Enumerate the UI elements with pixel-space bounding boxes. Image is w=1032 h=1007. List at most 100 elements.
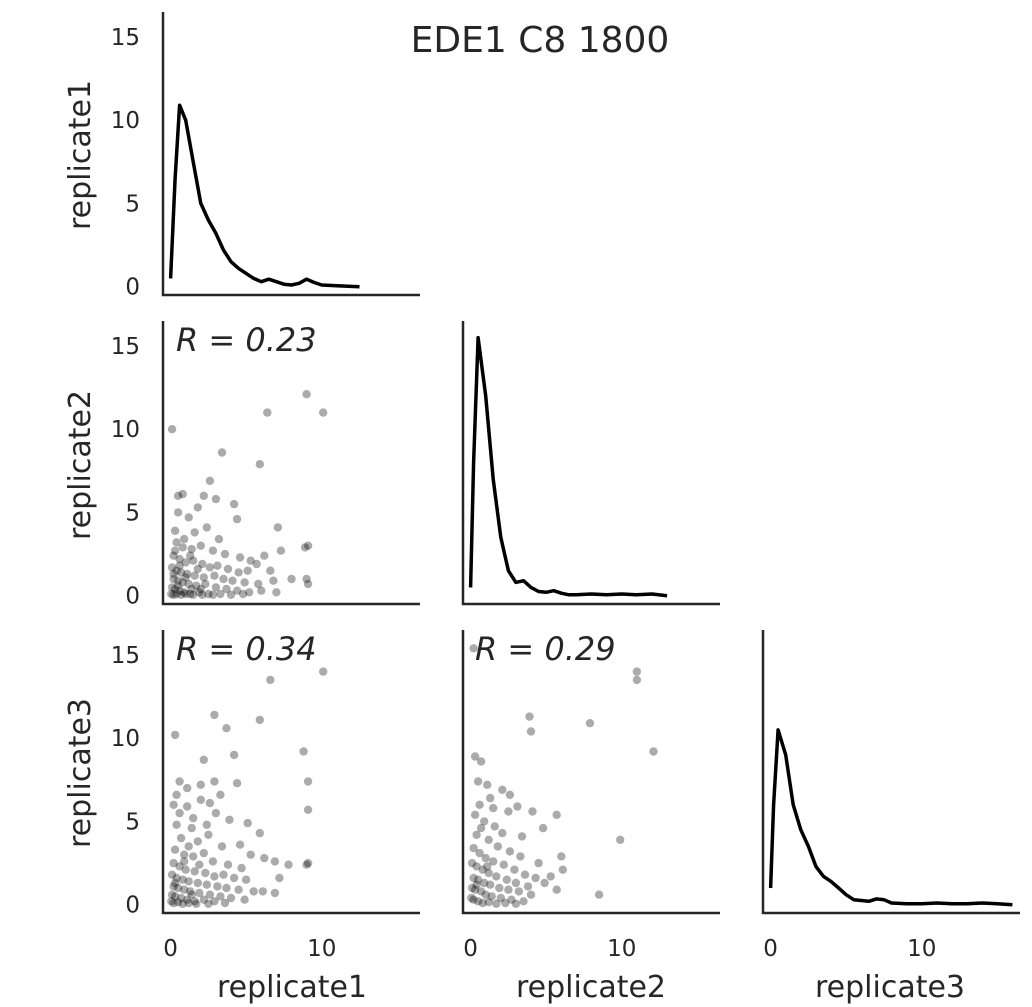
scatter-point-1-22 [225,815,234,824]
scatter-point-0-74 [175,586,184,595]
scatter-point-1-37 [176,833,186,843]
scatter-point-0-22 [303,579,313,589]
scatter-point-1-60 [184,877,193,886]
scatter-point-1-48 [169,858,178,868]
y-tick-label-r2-1: 5 [125,809,140,835]
scatter-point-2-19 [517,832,527,841]
scatter-point-2-38 [475,848,484,858]
scatter-point-0-86 [181,589,190,599]
scatter-point-1-23 [243,818,252,828]
scatter-point-2-68 [519,897,528,906]
scatter-point-2-42 [510,865,519,874]
scatter-point-0-75 [180,588,189,597]
scatter-point-1-1 [266,675,275,685]
scatter-point-1-62 [202,880,211,889]
scatter-point-0-30 [172,538,181,547]
scatter-point-0-13 [232,514,242,524]
scatter-point-1-29 [284,860,293,869]
scatter-point-0-54 [210,571,219,580]
scatter-point-0-26 [170,526,180,535]
scatter-point-0-71 [272,588,281,597]
y-tick-label-r1-1: 5 [125,500,140,526]
scatter-point-1-91 [172,790,181,799]
scatter-panel-rep1-rep3 [167,667,328,908]
scatter-point-0-61 [173,576,183,585]
scatter-point-2-53 [469,873,478,883]
scatter-point-1-61 [193,878,202,888]
scatter-point-0-6 [205,476,215,485]
scatter-point-1-50 [181,865,190,874]
scatter-point-0-32 [187,544,196,554]
scatter-point-1-72 [205,890,215,899]
x-tick-label-c0-1: 10 [307,936,336,962]
scatter-point-2-11 [498,785,507,794]
y-tick-label-r0-3: 15 [111,25,140,51]
scatter-point-2-61 [467,883,477,893]
scatter-point-1-18 [196,795,205,804]
scatter-point-0-77 [195,588,204,597]
row-label-replicate1: replicate1 [63,80,98,230]
scatter-point-0-84 [172,589,181,599]
scatter-point-0-56 [228,576,237,585]
scatter-point-0-47 [243,566,252,575]
scatter-point-1-2 [210,710,219,720]
scatter-point-2-60 [526,890,536,899]
col-label-replicate1: replicate1 [217,970,367,1005]
scatter-point-1-11 [175,777,184,786]
scatter-point-1-19 [205,798,215,808]
scatter-point-2-44 [531,873,540,883]
scatter-point-2-59 [514,887,524,896]
scatter-point-1-52 [201,868,210,878]
scatter-point-2-65 [487,892,496,901]
scatter-point-0-93 [175,561,184,570]
scatter-point-0-73 [170,584,180,594]
kde-line-replicate1 [168,103,360,289]
scatter-point-0-0 [319,408,328,417]
scatter-point-0-99 [196,584,205,594]
scatter-point-0-98 [173,581,183,590]
scatter-point-0-65 [201,579,210,589]
scatter-point-0-11 [211,494,221,504]
scatter-point-2-16 [528,807,537,816]
y-tick-label-r2-2: 10 [111,726,140,752]
scatter-point-2-54 [473,875,483,884]
row-label-replicate3: replicate3 [63,698,98,848]
scatter-point-1-76 [167,890,177,899]
scatter-point-1-84 [167,897,176,906]
panel-spine-r1c0 [161,321,420,606]
kde-line-replicate2 [468,335,668,598]
scatter-point-1-55 [229,873,239,883]
scatter-point-2-10 [505,790,515,799]
scatter-point-0-51 [183,569,192,579]
scatter-point-1-47 [237,863,246,873]
scatter-point-0-16 [300,543,310,552]
scatter-point-1-59 [178,875,187,884]
y-tick-label-r2-3: 15 [111,643,140,669]
scatter-point-2-12 [473,777,483,786]
scatter-point-1-40 [217,842,227,851]
kde-panel-replicate2 [468,335,668,598]
scatter-point-0-79 [216,589,225,599]
scatter-point-0-5 [255,460,264,469]
scatter-point-2-26 [552,885,561,894]
scatter-point-2-50 [502,875,511,884]
scatter-point-2-17 [552,810,561,819]
scatter-point-1-32 [275,873,284,883]
scatter-point-2-49 [492,872,501,881]
scatter-point-1-90 [204,899,213,908]
scatter-point-1-65 [234,885,243,894]
scatter-point-0-23 [287,574,296,584]
scatter-point-0-82 [167,589,176,599]
scatter-point-2-18 [538,823,548,833]
scatter-point-2-63 [476,887,486,896]
scatter-point-2-2 [649,747,658,756]
scatter-point-0-92 [186,551,195,560]
scatter-point-1-80 [190,897,199,906]
col-label-replicate2: replicate2 [516,970,666,1005]
panel-spine-r0c0 [161,12,420,297]
scatter-point-0-31 [178,543,187,552]
scatter-point-0-55 [219,574,228,584]
scatter-point-0-70 [257,586,266,595]
scatter-point-1-15 [216,790,225,799]
scatter-point-2-46 [472,862,481,871]
